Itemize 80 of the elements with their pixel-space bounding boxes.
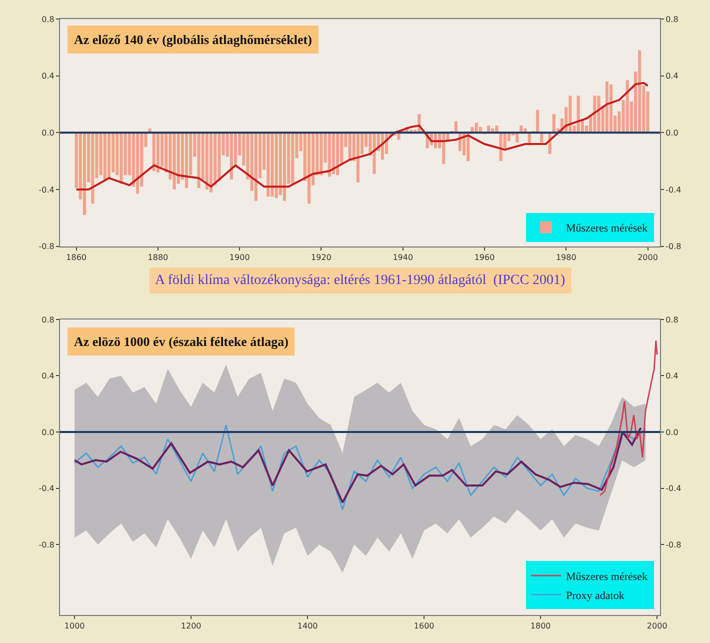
x-tick-label: 1940 [392,252,414,262]
y2-tick-label: 0.8 [666,315,678,324]
bar [597,96,600,133]
bar [626,80,629,133]
y2-tick-label: 0.8 [666,14,678,24]
bar [218,132,221,181]
y-tick-label: 0.8 [42,14,54,24]
bar [605,81,608,133]
x-tick-label: 1980 [556,252,576,262]
x-tick-label: 1200 [180,622,202,631]
text: A földi klíma változékonysága: eltérés 1961-1990 átlagától (IPCC 2001) [155,273,566,288]
y2-tick-label: -0.8 [666,242,682,252]
legend-label: Proxy adatok [566,590,625,602]
y-tick-label: -0.4 [38,484,54,494]
bar [205,132,208,190]
bar [372,132,376,174]
x-tick-label: 2000 [638,252,658,262]
bar [197,132,200,188]
bar [320,132,323,176]
bar [609,84,613,133]
x-tick-label: 1960 [474,252,495,262]
bar [156,132,160,172]
y2-tick-label: 0.4 [666,72,678,81]
bar [356,132,360,182]
y-tick-label: 0.8 [42,315,54,324]
bar [107,132,111,178]
bar [99,132,102,176]
y2-tick-label: -0.4 [666,185,682,194]
line-series [75,82,649,190]
x-tick-label: 1800 [530,622,551,631]
text: Az előző 140 év (globális átlaghőmérséklet) [74,32,312,47]
y-tick-label: -0.4 [38,185,54,194]
y2-tick-label: -0.4 [666,484,682,494]
bar [209,132,213,192]
bar [536,110,540,133]
bar [328,132,331,177]
x-tick-label: 1900 [229,252,250,262]
legend-label: Műszeres mérések [566,222,648,235]
bar [291,132,294,184]
bar [254,132,258,201]
bar [152,132,156,172]
bar [91,132,94,204]
bar [274,132,278,198]
bar [332,132,335,174]
y2-tick-label: 0.0 [666,128,678,138]
y-tick-label: 0.0 [42,128,54,138]
x-tick-label: 1880 [148,252,168,262]
y2-tick-label: -0.8 [666,540,682,550]
bar [103,132,106,180]
bar [270,132,274,197]
bar [120,132,123,184]
bar [266,132,270,197]
bar [230,132,233,180]
y-tick-label: -0.8 [38,540,54,550]
bar [336,132,340,176]
x-tick-label: 2000 [646,622,668,631]
y-tick-label: 0.4 [42,72,54,81]
bar [307,132,311,204]
text: Az elözö 1000 év (északi félteke átlaga) [74,334,288,349]
bar [568,96,572,133]
bar [576,96,580,133]
x-tick-label: 1400 [297,622,318,631]
bar [185,132,188,188]
x-tick-label: 1920 [311,252,332,262]
bar [552,114,556,133]
bar [172,132,176,190]
line-series [599,340,658,496]
x-tick-label: 1860 [66,252,87,262]
x-tick-label: 1600 [414,622,434,631]
bar [82,132,86,216]
bar [136,132,140,194]
y-tick-label: 0.4 [42,372,54,381]
x-tick-label: 1000 [64,622,85,631]
y2-tick-label: 0.0 [666,428,678,437]
legend-label: Műszeres mérések [566,570,648,583]
bar [282,132,286,201]
y2-tick-label: 0.4 [666,372,678,381]
y-tick-label: 0.0 [42,428,54,437]
y-tick-label: -0.8 [38,242,54,252]
bar [638,50,642,133]
